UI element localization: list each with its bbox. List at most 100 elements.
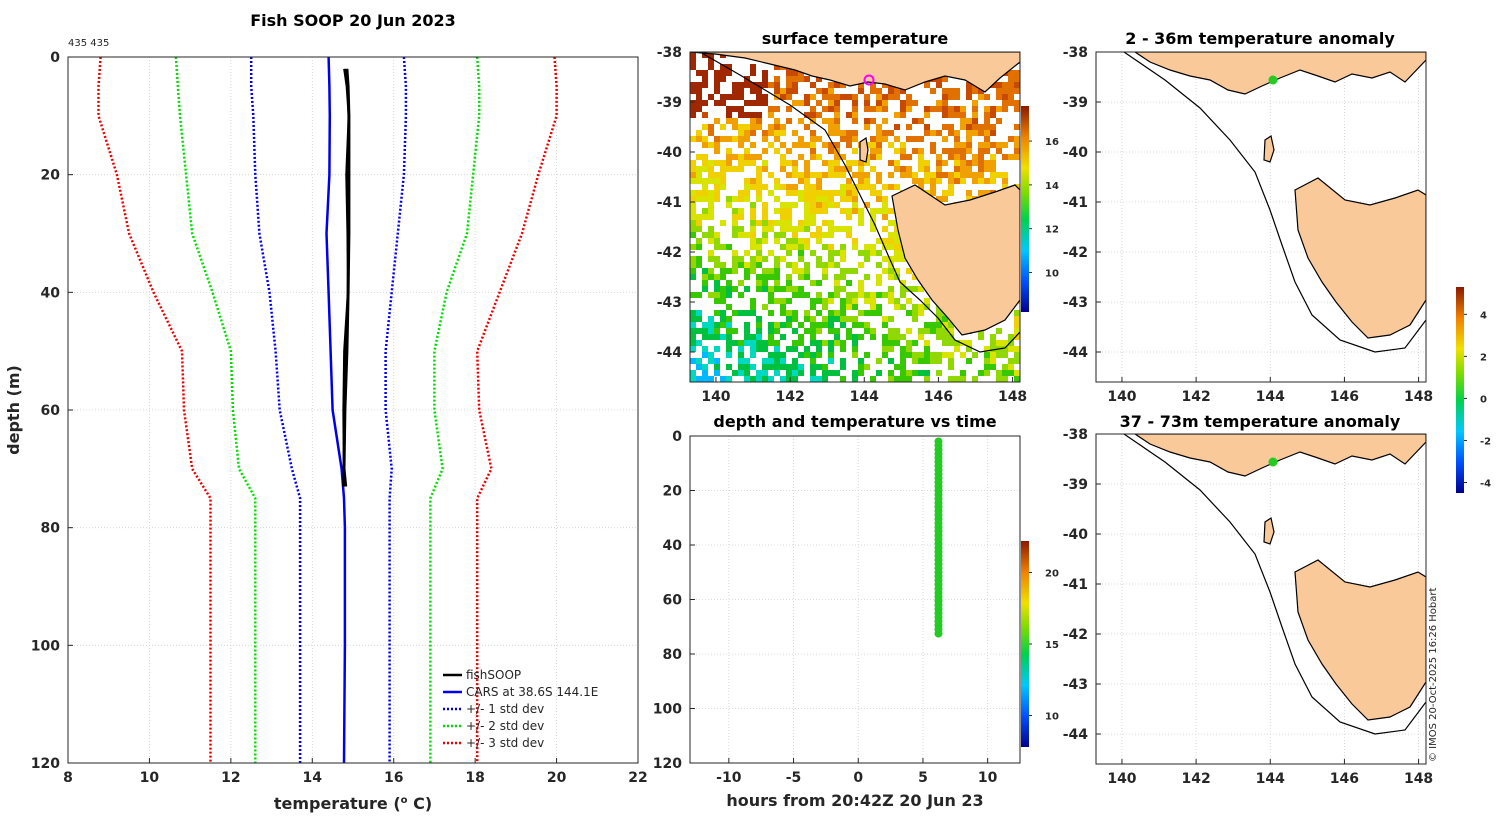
sst-cell [816,238,822,244]
sst-cell [840,94,846,100]
sst-cell [690,358,696,364]
sst-cell [858,370,864,376]
map-y-tick-label: -44 [657,345,683,361]
sst-cell [732,262,738,268]
sst-cell [1014,154,1020,160]
sst-cell [828,256,834,262]
sst-cell [708,274,714,280]
sst-cell [726,166,732,172]
profile-panel: Fish SOOP 20 Jun 2023 435 435 8 10 12 14 16 1… [4,11,648,813]
sst-cell [954,172,960,178]
sst-cell [882,214,888,220]
sst-cell [822,220,828,226]
sst-cell [894,238,900,244]
sst-cell [768,328,774,334]
sst-cell [894,232,900,238]
sst-cell [828,328,834,334]
sst-cell [780,226,786,232]
sst-cell [936,196,942,202]
sst-cell [696,244,702,250]
sst-cell [936,106,942,112]
sst-cell [1014,322,1020,328]
sst-cell [690,58,696,64]
sst-cell [810,358,816,364]
sst-cell [828,166,834,172]
sst-cell [858,292,864,298]
sst-cell [696,328,702,334]
map-x-tick-label: 148 [998,389,1027,405]
sst-cell [702,160,708,166]
sst-cell [774,328,780,334]
sst-cell [948,178,954,184]
sst-cell [834,202,840,208]
sst-cell [732,118,738,124]
sst-cell [1014,352,1020,358]
sst-cell [978,370,984,376]
sst-cell [756,262,762,268]
sst-cell [714,280,720,286]
sst-cell [876,238,882,244]
sst-cell [834,310,840,316]
sst-cell [696,190,702,196]
sst-cell [798,274,804,280]
sst-cell [804,208,810,214]
timeplot-x-tick-label: -5 [786,770,802,786]
sst-cell [978,166,984,172]
sst-cell [768,112,774,118]
sst-cell [852,238,858,244]
sst-cell [840,166,846,172]
sst-cell [768,298,774,304]
sst-cell [870,190,876,196]
sst-cell [1008,136,1014,142]
sst-cell [996,376,1002,382]
sst-cell [888,244,894,250]
sst-cell [822,142,828,148]
sst-cell [690,232,696,238]
sst-cell [912,118,918,124]
sst-cell [798,370,804,376]
sst-cell [882,118,888,124]
anom1-x-ticks: 140 142 144 146 148 [1107,377,1433,405]
sst-cell [714,178,720,184]
sst-cell [708,358,714,364]
sst-cell [930,358,936,364]
sst-cell [966,346,972,352]
sst-cell [816,262,822,268]
sst-cell [834,160,840,166]
sst-cell [960,178,966,184]
sst-cell [744,376,750,382]
sst-cell [756,184,762,190]
sst-cell [918,118,924,124]
sst-cell [762,358,768,364]
sst-cell [882,82,888,88]
sst-cell [726,352,732,358]
sst-cell [756,100,762,106]
sst-cell [990,124,996,130]
sst-cell [870,226,876,232]
sst-cell [732,250,738,256]
sst-cell [780,286,786,292]
sst-cell [942,328,948,334]
sst-cell [810,82,816,88]
sst-cell [756,322,762,328]
sst-cell [810,220,816,226]
sst-cell [954,112,960,118]
sst-cell [1008,364,1014,370]
sst-cell [906,94,912,100]
sst-cell [924,298,930,304]
sst-cell [732,166,738,172]
sst-cell [936,166,942,172]
map-x-tick-label: 144 [850,389,879,405]
sst-cell [1014,142,1020,148]
sst-cell [708,178,714,184]
sst-cell [786,310,792,316]
sst-cell [822,274,828,280]
sst-cell [774,370,780,376]
map-x-tick-label: 140 [701,389,730,405]
sst-cell [852,352,858,358]
sst-cell [822,298,828,304]
sst-cell [930,178,936,184]
sst-cell [762,256,768,262]
sst-cell [1002,364,1008,370]
sst-cell [786,346,792,352]
